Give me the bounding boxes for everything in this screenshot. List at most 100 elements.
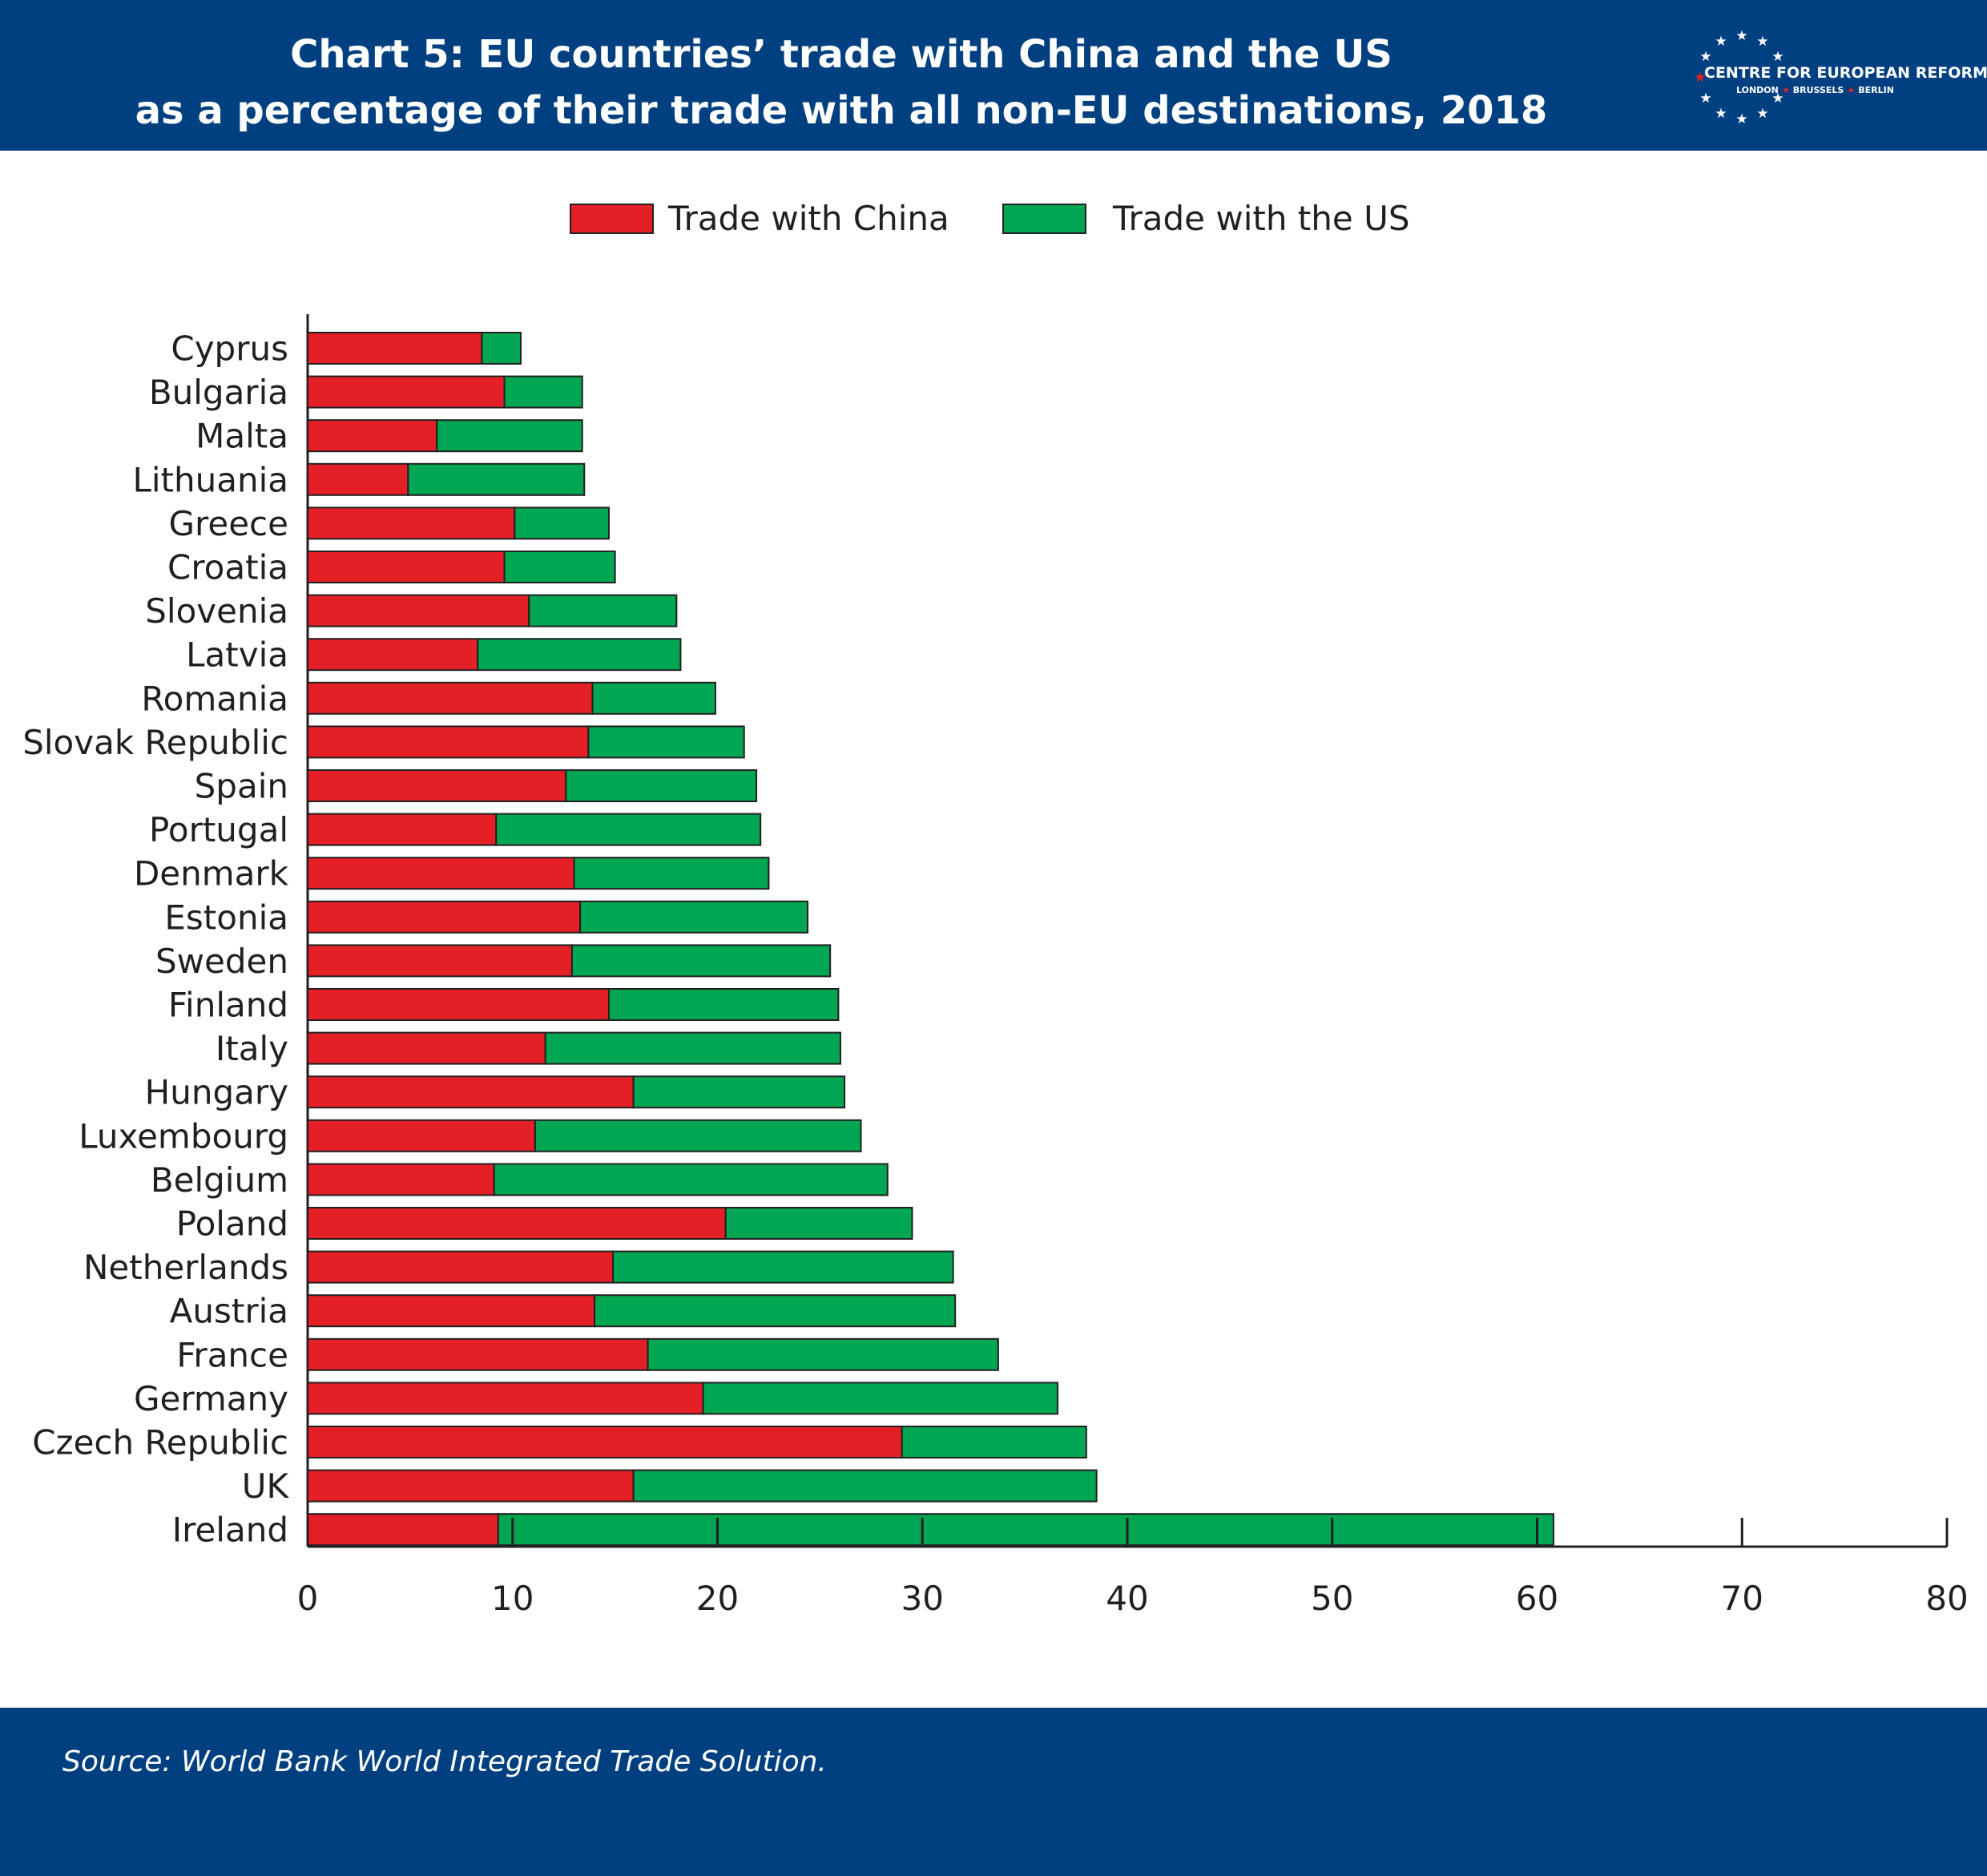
bar-us-netherlands [612, 1250, 954, 1284]
x-tick-label: 60 [1516, 1579, 1558, 1618]
bar-us-poland [724, 1207, 913, 1240]
category-label: Italy [216, 1029, 288, 1068]
logo-city-brussels: BRUSSELS [1792, 85, 1844, 95]
bar-us-greece [514, 506, 610, 540]
category-label: Germany [134, 1379, 288, 1418]
category-label: Croatia [167, 548, 288, 587]
bar-china-luxembourg [307, 1119, 536, 1152]
category-label: Portugal [149, 810, 288, 849]
bar-china-estonia [307, 900, 582, 934]
logo-star-icon: ★ [1694, 70, 1706, 86]
logo-cities: LONDON ★ BRUSSELS ★ BERLIN [1736, 85, 1894, 95]
x-tick-label: 0 [297, 1579, 319, 1618]
bar-china-austria [307, 1294, 596, 1328]
bar-china-spain [307, 769, 567, 802]
logo-separator-star-icon: ★ [1781, 85, 1790, 95]
category-label: Bulgaria [149, 373, 288, 412]
category-label: Finland [168, 986, 288, 1025]
legend-label-china: Trade with China [668, 199, 949, 238]
bar-china-poland [307, 1207, 727, 1240]
bar-us-ireland [497, 1513, 1554, 1547]
legend-label-us: Trade with the US [1113, 199, 1410, 238]
bar-us-croatia [503, 551, 616, 583]
bar-us-romania [591, 681, 716, 715]
category-label: Czech Republic [32, 1423, 288, 1462]
bar-china-uk [307, 1469, 635, 1503]
x-tick-label: 40 [1106, 1579, 1148, 1618]
category-label: Spain [195, 767, 288, 806]
bar-us-france [647, 1337, 999, 1371]
bar-china-portugal [307, 813, 498, 846]
category-label: Austria [170, 1292, 288, 1331]
bar-us-bulgaria [503, 375, 583, 409]
bar-us-czech-republic [901, 1426, 1087, 1458]
category-label: Hungary [145, 1073, 288, 1112]
bar-china-italy [307, 1031, 546, 1065]
bar-us-uk [632, 1469, 1098, 1503]
chart-title-line-2: as a percentage of their trade with all … [135, 88, 1548, 133]
bar-china-germany [307, 1382, 704, 1415]
category-label: Sweden [155, 942, 288, 981]
logo-star-icon: ★ [1699, 91, 1711, 107]
category-label: Slovenia [145, 591, 288, 631]
bar-us-luxembourg [534, 1119, 862, 1152]
bar-china-belgium [307, 1163, 495, 1196]
bar-us-denmark [573, 857, 770, 890]
category-label: Estonia [164, 898, 288, 937]
logo-star-icon: ★ [1756, 106, 1768, 122]
category-label: Poland [176, 1204, 288, 1244]
category-label: Cyprus [171, 329, 288, 369]
bar-us-hungary [632, 1075, 846, 1109]
x-tick-label: 10 [491, 1579, 534, 1618]
bar-china-latvia [307, 638, 479, 672]
bar-us-belgium [493, 1163, 889, 1196]
category-label: Romania [141, 679, 288, 718]
x-tick-label: 20 [696, 1579, 739, 1618]
logo-star-icon: ★ [1771, 91, 1783, 107]
bar-china-netherlands [307, 1250, 615, 1284]
bar-china-denmark [307, 857, 575, 890]
bar-china-romania [307, 681, 594, 715]
category-label: Slovak Republic [22, 723, 288, 762]
category-label: Latvia [186, 635, 288, 675]
bar-china-slovenia [307, 594, 530, 627]
bar-us-sweden [570, 944, 832, 978]
bar-china-greece [307, 506, 516, 540]
category-label: France [176, 1335, 288, 1374]
bar-china-malta [307, 419, 438, 453]
category-label: UK [242, 1467, 290, 1506]
bar-china-czech-republic [307, 1426, 903, 1458]
category-label: Luxembourg [79, 1116, 288, 1156]
logo-city-berlin: BERLIN [1858, 85, 1894, 95]
category-label: Netherlands [83, 1248, 288, 1287]
bar-us-italy [544, 1031, 841, 1065]
bar-us-portugal [495, 813, 762, 846]
bar-china-finland [307, 988, 610, 1021]
bar-us-slovenia [528, 594, 678, 627]
legend-swatch-us [1002, 204, 1086, 234]
logo-star-icon: ★ [1771, 49, 1783, 65]
bar-us-lithuania [407, 462, 586, 496]
logo-star-icon: ★ [1699, 49, 1711, 65]
bar-china-slovak-republic [307, 725, 590, 759]
logo-city-london: LONDON [1736, 85, 1779, 95]
bar-china-france [307, 1337, 649, 1371]
category-label: Greece [168, 504, 288, 543]
category-label: Ireland [172, 1511, 288, 1550]
bar-us-spain [565, 769, 758, 802]
source-note: Source: World Bank World Integrated Trad… [62, 1745, 827, 1778]
category-label: Lithuania [132, 460, 288, 499]
logo-name: CENTRE FOR EUROPEAN REFORM [1704, 64, 1987, 82]
x-tick-label: 50 [1311, 1579, 1353, 1618]
logo-star-icon: ★ [1715, 106, 1727, 122]
bar-us-germany [702, 1382, 1059, 1415]
category-label: Denmark [134, 854, 289, 894]
bar-us-estonia [579, 900, 809, 934]
eu-stars-ring-icon: ★ ★★★★★★★★★★ [1694, 29, 1783, 125]
bar-china-bulgaria [307, 375, 506, 409]
category-label: Malta [195, 417, 288, 456]
bar-china-lithuania [307, 462, 409, 496]
category-label: Belgium [151, 1160, 288, 1200]
bar-china-sweden [307, 944, 573, 978]
chart-title-line-1: Chart 5: EU countries’ trade with China … [290, 32, 1393, 77]
